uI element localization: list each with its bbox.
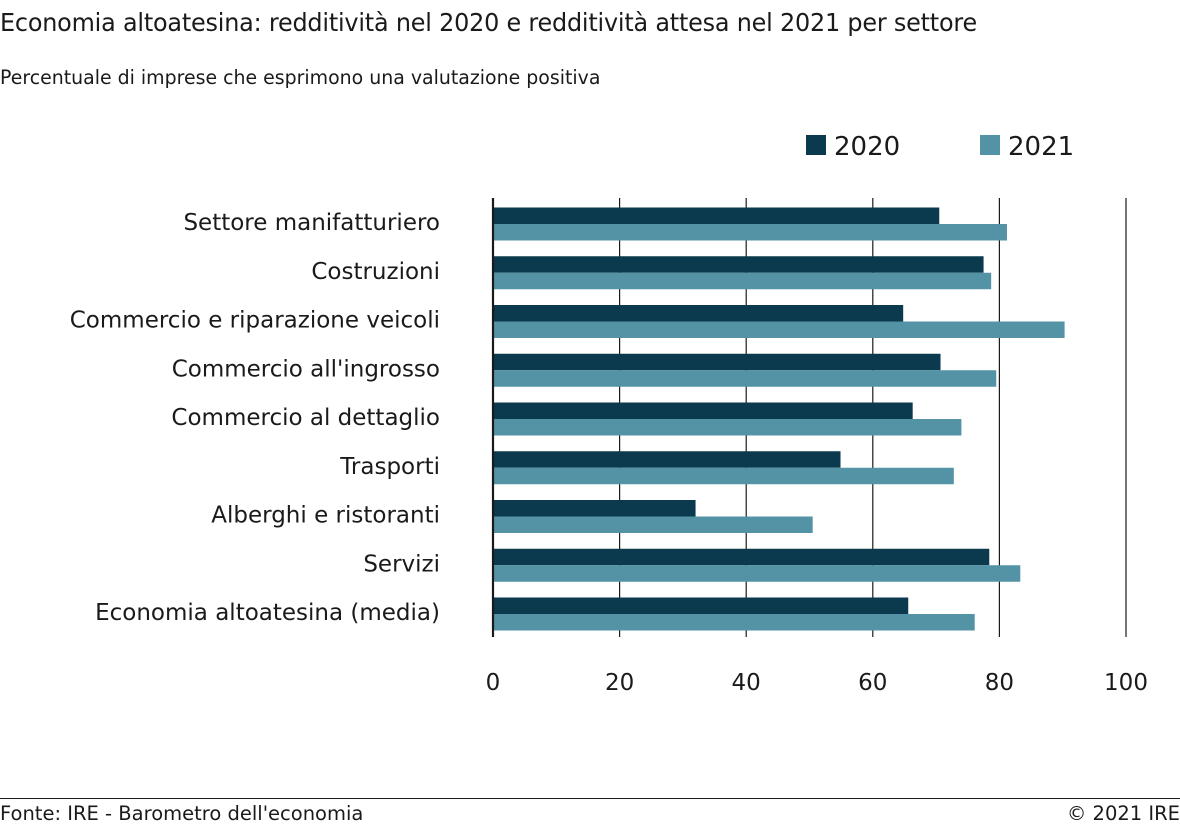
- bar-2021: [493, 565, 1021, 582]
- category-label: Trasporti: [339, 454, 440, 480]
- bar-2021: [493, 614, 975, 631]
- category-label: Commercio e riparazione veicoli: [70, 308, 440, 334]
- bar-chart: Settore manifatturiero Costruzioni Commerc…: [70, 132, 1148, 696]
- x-tick-label: 80: [985, 670, 1014, 696]
- bar-2020: [493, 256, 984, 273]
- legend-label-2020: 2020: [834, 132, 900, 162]
- bar-2021: [493, 419, 962, 436]
- category-label: Economia altoatesina (media): [95, 600, 440, 626]
- bar-2021: [493, 516, 813, 533]
- bar-2021: [493, 467, 954, 485]
- category-label: Alberghi e ristoranti: [211, 503, 440, 529]
- category-label: Commercio al dettaglio: [171, 405, 440, 431]
- category-label: Costruzioni: [311, 259, 440, 285]
- bar-2020: [493, 451, 841, 468]
- x-tick-label: 100: [1104, 670, 1148, 696]
- bar-2020: [493, 305, 904, 322]
- legend-swatch-2021: [980, 135, 1000, 155]
- bar-2021: [493, 321, 1065, 338]
- copyright-note: © 2021 IRE: [1066, 802, 1180, 825]
- x-tick-label: 0: [486, 670, 501, 696]
- category-label: Commercio all'ingrosso: [172, 356, 440, 382]
- bar-2020: [493, 597, 909, 614]
- x-tick-label: 40: [732, 670, 761, 696]
- bar-2020: [493, 207, 940, 224]
- bar-2020: [493, 402, 913, 419]
- chart-title: Economia altoatesina: redditività nel 20…: [0, 8, 977, 37]
- bar-2021: [493, 224, 1007, 241]
- category-label: Settore manifatturiero: [183, 210, 440, 236]
- bar-2021: [493, 272, 992, 290]
- footer-divider: [0, 798, 1180, 799]
- category-label: Servizi: [363, 551, 440, 577]
- bar-2020: [493, 548, 990, 566]
- source-note: Fonte: IRE - Barometro dell'economia: [0, 802, 364, 825]
- legend-swatch-2020: [806, 135, 826, 155]
- bar-2021: [493, 370, 997, 387]
- legend-label-2021: 2021: [1008, 132, 1074, 162]
- chart-subtitle: Percentuale di imprese che esprimono una…: [0, 66, 601, 89]
- x-tick-label: 60: [858, 670, 887, 696]
- bar-2020: [493, 500, 696, 517]
- x-tick-label: 20: [605, 670, 634, 696]
- bar-2020: [493, 353, 941, 371]
